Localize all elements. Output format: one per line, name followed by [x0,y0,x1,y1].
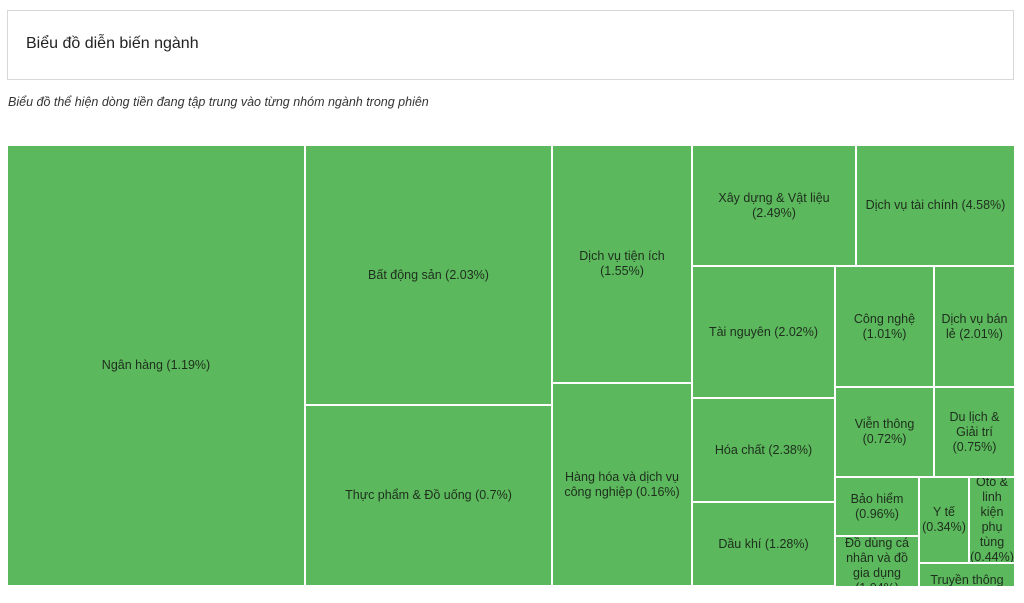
treemap-cell-label: Dịch vụ tài chính (4.58%) [865,198,1006,212]
treemap-cell-label: Hàng hóa và dịch vụ công nghiệp (0.16%) [564,469,680,499]
treemap-cell-label: Dịch vụ tiện ích (1.55%) [579,249,665,278]
chart-subtitle: Biểu đồ thể hiện dòng tiền đang tập trun… [8,95,429,109]
chart-title: Biểu đồ diễn biến ngành [26,35,199,52]
treemap-cell-cong-nghe[interactable]: Công nghệ (1.01%) [835,266,934,387]
treemap-cell-vien-thong[interactable]: Viễn thông (0.72%) [835,387,934,477]
treemap-cell-ngan-hang[interactable]: Ngân hàng (1.19%) [7,145,305,586]
treemap-cell-xay-dung-vat-lieu[interactable]: Xây dựng & Vật liệu (2.49%) [692,145,856,266]
treemap-cell-dich-vu-tai-chinh[interactable]: Dịch vụ tài chính (4.58%) [856,145,1015,266]
treemap-cell-label: Đồ dùng cá nhân và đồ gia dụng (1.04%) [845,536,909,586]
treemap-cell-label: Công nghệ (1.01%) [853,311,916,341]
treemap-cell-oto-linh-kien-phu-tung[interactable]: Ôtô & linh kiện phụ tùng (0.44%) [969,477,1015,563]
treemap-cell-bat-dong-san[interactable]: Bất động sản (2.03%) [305,145,552,405]
treemap-cell-label: Ôtô & linh kiện phụ tùng (0.44%) [970,477,1014,563]
treemap-cell-dich-vu-ban-le[interactable]: Dịch vụ bán lẻ (2.01%) [934,266,1015,387]
treemap-cell-label: Du lịch & Giải trí (0.75%) [949,409,1000,454]
treemap-cell-label: Ngân hàng (1.19%) [101,358,211,372]
treemap-cell-tai-nguyen[interactable]: Tài nguyên (2.02%) [692,266,835,398]
treemap-cell-hang-hoa-va-dich-vu-cong-nghiep[interactable]: Hàng hóa và dịch vụ công nghiệp (0.16%) [552,383,692,586]
treemap-cell-label: Dầu khí (1.28%) [718,536,809,551]
chart-header: Biểu đồ diễn biến ngành [7,10,1014,80]
treemap-cell-label: Y tế (0.34%) [922,505,966,534]
treemap-cell-bao-hiem[interactable]: Bảo hiểm (0.96%) [835,477,919,536]
treemap-cell-dau-khi[interactable]: Dầu khí (1.28%) [692,502,835,586]
treemap-cell-label: Bất động sản (2.03%) [368,267,489,282]
treemap: Ngân hàng (1.19%) Bất động sản (2.03%) Thự… [7,145,1015,586]
treemap-cell-label: Xây dựng & Vật liệu (2.49%) [718,190,830,220]
treemap-cell-label: Bảo hiểm (0.96%) [850,491,904,521]
treemap-cell-du-lich-giai-tri[interactable]: Du lịch & Giải trí (0.75%) [934,387,1015,477]
treemap-cell-thuc-pham-do-uong[interactable]: Thực phẩm & Đồ uống (0.7%) [305,405,552,586]
treemap-cell-truyen-thong[interactable]: Truyền thông [919,563,1015,586]
treemap-cell-dich-vu-tien-ich[interactable]: Dịch vụ tiện ích (1.55%) [552,145,692,383]
treemap-cell-label: Hóa chất (2.38%) [714,442,813,457]
treemap-cell-label: Truyền thông [930,573,1004,586]
treemap-cell-y-te[interactable]: Y tế (0.34%) [919,477,969,563]
treemap-cell-label: Dịch vụ bán lẻ (2.01%) [941,311,1008,341]
treemap-cell-do-dung-ca-nhan-va-do-gia-dung[interactable]: Đồ dùng cá nhân và đồ gia dụng (1.04%) [835,536,919,586]
treemap-cell-label: Tài nguyên (2.02%) [708,324,819,339]
treemap-cell-label: Viễn thông (0.72%) [854,417,915,446]
treemap-cell-hoa-chat[interactable]: Hóa chất (2.38%) [692,398,835,502]
treemap-cell-label: Thực phẩm & Đồ uống (0.7%) [345,488,512,502]
